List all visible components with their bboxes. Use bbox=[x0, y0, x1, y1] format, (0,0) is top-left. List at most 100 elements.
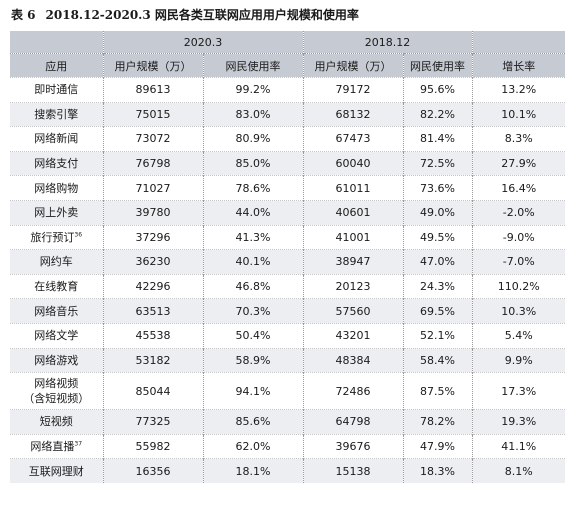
growth-cell: 10.1% bbox=[471, 101, 565, 127]
rate-2018-cell: 72.5% bbox=[402, 150, 472, 176]
column-header-rate-2018: 网民使用率 bbox=[402, 53, 472, 78]
app-name: 即时通信 bbox=[34, 83, 79, 97]
rate-2018-cell: 95.6% bbox=[402, 77, 472, 103]
app-name-cell: 互联网理财 bbox=[10, 458, 103, 483]
users-2020-cell: 16356 bbox=[102, 458, 203, 483]
users-2020-cell: 75015 bbox=[102, 101, 203, 127]
table-row: 网上外卖 39780 44.0% 40601 49.0% -2.0% bbox=[10, 199, 565, 226]
rate-2020-cell: 78.6% bbox=[202, 175, 303, 201]
growth-cell: 13.2% bbox=[471, 77, 565, 103]
users-2020-cell: 53182 bbox=[102, 347, 203, 373]
table-row: 网络支付 76798 85.0% 60040 72.5% 27.9% bbox=[10, 150, 565, 176]
footnote-marker: 36 bbox=[74, 231, 83, 239]
app-name: 网络支付 bbox=[34, 157, 79, 171]
rate-2020-cell: 44.0% bbox=[202, 199, 303, 226]
table-title: 2018.12-2020.3 网民各类互联网应用用户规模和使用率 bbox=[45, 8, 359, 22]
app-name-cell: 旅行预订36 bbox=[10, 224, 103, 250]
users-2020-cell: 39780 bbox=[102, 199, 203, 226]
app-name-cell: 搜索引擎 bbox=[10, 101, 103, 127]
column-header-users-2020: 用户规模（万） bbox=[102, 53, 203, 78]
app-name: 网络音乐 bbox=[34, 304, 79, 318]
rate-2018-cell: 82.2% bbox=[402, 101, 472, 127]
growth-cell: 10.3% bbox=[471, 298, 565, 324]
rate-2018-cell: 24.3% bbox=[402, 273, 472, 299]
growth-cell: 19.3% bbox=[471, 409, 565, 435]
rate-2018-cell: 49.0% bbox=[402, 199, 472, 226]
users-2020-cell: 73072 bbox=[102, 126, 203, 152]
app-name-cell: 网约车 bbox=[10, 249, 103, 275]
rate-2018-cell: 49.5% bbox=[402, 224, 472, 250]
users-2020-cell: 55982 bbox=[102, 433, 203, 459]
growth-cell: 41.1% bbox=[471, 433, 565, 459]
users-2018-cell: 68132 bbox=[302, 101, 403, 127]
app-name: 网络视频 （含短视频） bbox=[23, 377, 90, 406]
rate-2020-cell: 85.0% bbox=[202, 150, 303, 176]
users-2018-cell: 67473 bbox=[302, 126, 403, 152]
users-2018-cell: 43201 bbox=[302, 322, 403, 349]
growth-cell: 8.1% bbox=[471, 458, 565, 483]
app-name: 搜索引擎 bbox=[34, 107, 79, 121]
users-2018-cell: 57560 bbox=[302, 298, 403, 324]
table-row: 网络购物 71027 78.6% 61011 73.6% 16.4% bbox=[10, 175, 565, 201]
footnote-marker: 37 bbox=[74, 440, 83, 448]
app-name: 网络文学 bbox=[34, 329, 79, 343]
table-row: 互联网理财 16356 18.1% 15138 18.3% 8.1% bbox=[10, 458, 565, 483]
app-name: 网络游戏 bbox=[34, 353, 79, 367]
rate-2020-cell: 62.0% bbox=[202, 433, 303, 459]
app-name: 短视频 bbox=[39, 415, 73, 429]
table-row: 搜索引擎 75015 83.0% 68132 82.2% 10.1% bbox=[10, 101, 565, 127]
growth-cell: 27.9% bbox=[471, 150, 565, 176]
app-name: 在线教育 bbox=[34, 280, 79, 294]
app-name: 网络直播 bbox=[30, 440, 75, 454]
app-name: 网络购物 bbox=[34, 181, 79, 195]
rate-2018-cell: 81.4% bbox=[402, 126, 472, 152]
users-2018-cell: 40601 bbox=[302, 199, 403, 226]
app-name-cell: 网络音乐 bbox=[10, 298, 103, 324]
rate-2020-cell: 58.9% bbox=[202, 347, 303, 373]
users-2018-cell: 39676 bbox=[302, 433, 403, 459]
growth-cell: 17.3% bbox=[471, 372, 565, 410]
column-header-growth: 增长率 bbox=[471, 53, 565, 78]
app-name-cell: 在线教育 bbox=[10, 273, 103, 299]
rate-2020-cell: 46.8% bbox=[202, 273, 303, 299]
app-name-cell: 网络直播37 bbox=[10, 433, 103, 459]
header-blank-cell bbox=[10, 31, 103, 54]
table-caption: 表 6 2018.12-2020.3 网民各类互联网应用用户规模和使用率 bbox=[11, 6, 359, 24]
users-2018-cell: 15138 bbox=[302, 458, 403, 483]
users-2018-cell: 64798 bbox=[302, 409, 403, 435]
column-header-users-2018: 用户规模（万） bbox=[302, 53, 403, 78]
users-2018-cell: 60040 bbox=[302, 150, 403, 176]
rate-2020-cell: 85.6% bbox=[202, 409, 303, 435]
rate-2020-cell: 80.9% bbox=[202, 126, 303, 152]
growth-cell: -7.0% bbox=[471, 249, 565, 275]
growth-cell: 110.2% bbox=[471, 273, 565, 299]
users-2020-cell: 76798 bbox=[102, 150, 203, 176]
users-2020-cell: 45538 bbox=[102, 322, 203, 349]
users-2020-cell: 37296 bbox=[102, 224, 203, 250]
rate-2018-cell: 78.2% bbox=[402, 409, 472, 435]
users-2020-cell: 71027 bbox=[102, 175, 203, 201]
rate-2020-cell: 50.4% bbox=[202, 322, 303, 349]
rate-2018-cell: 47.9% bbox=[402, 433, 472, 459]
table-number: 表 6 bbox=[11, 8, 36, 22]
column-header-rate-2020: 网民使用率 bbox=[202, 53, 303, 78]
app-name: 网约车 bbox=[39, 255, 73, 269]
growth-cell: 16.4% bbox=[471, 175, 565, 201]
users-2020-cell: 63513 bbox=[102, 298, 203, 324]
table-row: 网络视频 （含短视频） 85044 94.1% 72486 87.5% 17.3% bbox=[10, 372, 565, 410]
app-name-cell: 网络文学 bbox=[10, 322, 103, 349]
app-name-cell: 网络视频 （含短视频） bbox=[10, 372, 103, 410]
growth-cell: -9.0% bbox=[471, 224, 565, 250]
rate-2018-cell: 87.5% bbox=[402, 372, 472, 410]
rate-2018-cell: 73.6% bbox=[402, 175, 472, 201]
users-2018-cell: 38947 bbox=[302, 249, 403, 275]
table-row: 短视频 77325 85.6% 64798 78.2% 19.3% bbox=[10, 409, 565, 435]
rate-2018-cell: 69.5% bbox=[402, 298, 472, 324]
users-2018-cell: 79172 bbox=[302, 77, 403, 103]
table-row: 旅行预订36 37296 41.3% 41001 49.5% -9.0% bbox=[10, 224, 565, 250]
table-body: 即时通信 89613 99.2% 79172 95.6% 13.2% 搜索引擎 75015 83… bbox=[10, 77, 565, 483]
rate-2020-cell: 94.1% bbox=[202, 372, 303, 410]
users-2020-cell: 85044 bbox=[102, 372, 203, 410]
app-name: 旅行预订 bbox=[30, 230, 75, 244]
users-2018-cell: 72486 bbox=[302, 372, 403, 410]
